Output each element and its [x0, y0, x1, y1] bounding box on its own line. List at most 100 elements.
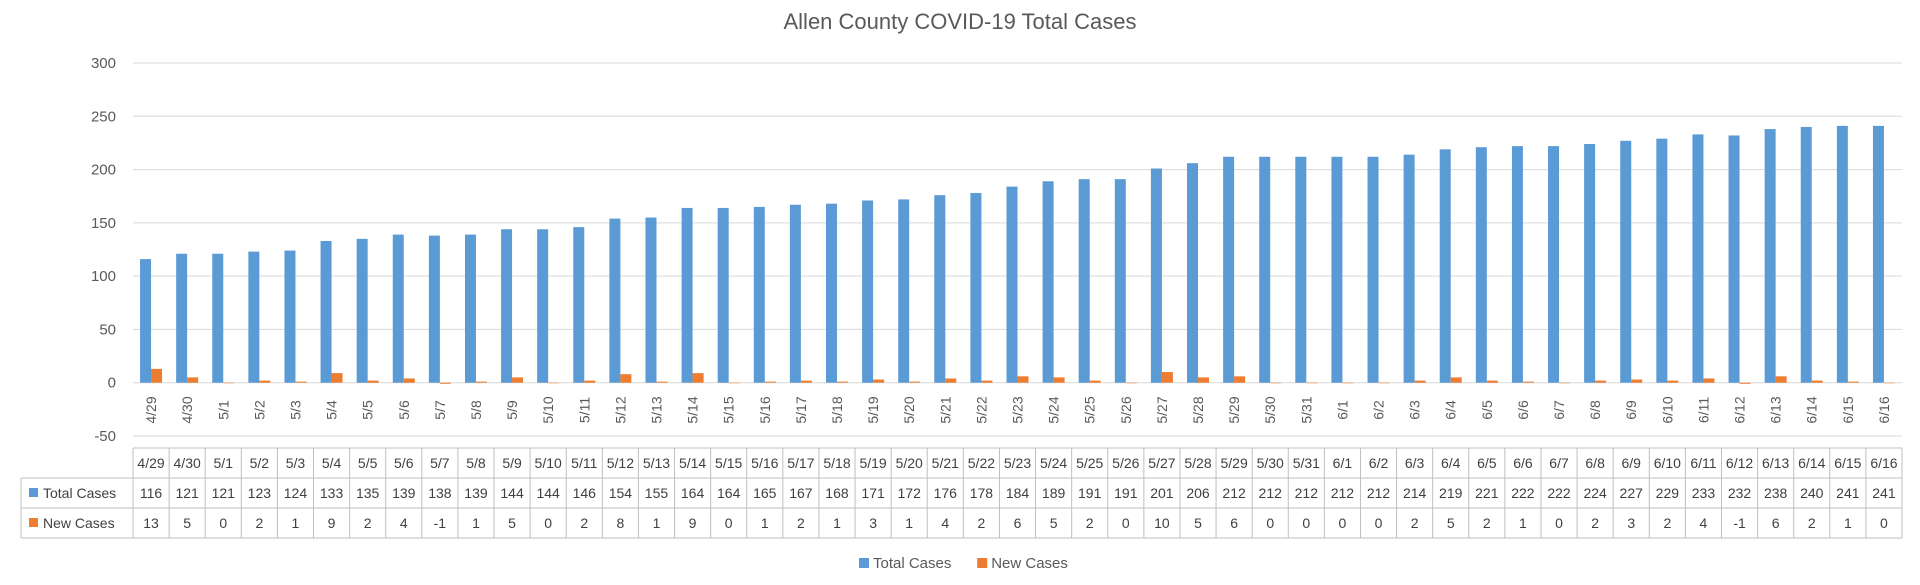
bar-new-cases: [1270, 382, 1282, 384]
bar-total-cases: [1042, 181, 1054, 383]
y-tick-label: 50: [99, 321, 116, 338]
table-header-cell: 5/23: [1004, 455, 1031, 471]
x-tick-label: 6/13: [1768, 396, 1784, 423]
table-cell-new-cases: 1: [1519, 515, 1527, 531]
table-cell-total-cases: 191: [1114, 485, 1138, 501]
x-tick-label: 6/11: [1695, 397, 1711, 423]
table-cell-total-cases: 176: [934, 485, 958, 501]
table-header-cell: 5/20: [896, 455, 923, 471]
bar-new-cases: [1631, 379, 1643, 383]
bar-new-cases: [1559, 382, 1571, 384]
bar-new-cases: [475, 381, 487, 383]
table-cell-total-cases: 212: [1367, 485, 1391, 501]
table-legend-key: [29, 488, 38, 497]
table-cell-new-cases: 2: [580, 515, 588, 531]
bar-total-cases: [645, 217, 657, 383]
table-header-cell: 6/13: [1762, 455, 1789, 471]
legend: Total Cases New Cases: [859, 555, 1068, 572]
table-cell-new-cases: 4: [1700, 515, 1708, 531]
table-header-cell: 5/19: [859, 455, 886, 471]
bar-new-cases: [1161, 372, 1173, 383]
x-tick-label: 5/11: [576, 397, 592, 423]
bar-new-cases: [1198, 377, 1210, 383]
bar-total-cases: [1511, 146, 1523, 383]
x-tick-label: 5/13: [648, 396, 664, 423]
bar-total-cases: [464, 234, 476, 383]
table-cell-total-cases: 164: [717, 485, 741, 501]
bar-new-cases: [1775, 376, 1787, 383]
table-header-cell: 5/2: [250, 455, 270, 471]
bar-total-cases: [248, 251, 260, 383]
bar-new-cases: [800, 380, 812, 383]
bar-new-cases: [1486, 380, 1498, 383]
bar-new-cases: [1053, 377, 1065, 383]
bar-new-cases: [836, 381, 848, 383]
bar-new-cases: [1522, 381, 1534, 383]
table-cell-new-cases: 9: [328, 515, 336, 531]
table-header-cell: 6/9: [1622, 455, 1642, 471]
bar-new-cases: [1414, 380, 1426, 383]
bar-total-cases: [1403, 154, 1415, 383]
x-tick-label: 6/10: [1659, 396, 1675, 423]
table-header-cell: 6/12: [1726, 455, 1753, 471]
table-cell-total-cases: 167: [789, 485, 813, 501]
bar-total-cases: [1331, 156, 1343, 383]
bar-total-cases: [212, 253, 224, 383]
bar-total-cases: [609, 218, 621, 383]
table-cell-new-cases: 9: [689, 515, 697, 531]
table-cell-new-cases: 13: [143, 515, 159, 531]
legend-swatch: [977, 558, 988, 568]
table-cell-total-cases: 146: [573, 485, 597, 501]
table-header-cell: 5/6: [394, 455, 414, 471]
bar-new-cases: [1342, 382, 1354, 384]
table-cell-total-cases: 232: [1728, 485, 1752, 501]
table-header-cell: 5/24: [1040, 455, 1067, 471]
table-cell-total-cases: 224: [1583, 485, 1607, 501]
table-cell-total-cases: 227: [1620, 485, 1644, 501]
table-cell-total-cases: 219: [1439, 485, 1463, 501]
table-header-cell: 5/9: [502, 455, 522, 471]
bar-new-cases: [259, 380, 271, 383]
bar-new-cases: [439, 382, 451, 384]
table-header-cell: 5/13: [643, 455, 670, 471]
bar-new-cases: [584, 380, 596, 383]
bar-new-cases: [1739, 382, 1751, 384]
x-tick-label: 5/16: [757, 396, 773, 423]
table-cell-total-cases: 222: [1511, 485, 1535, 501]
bar-total-cases: [1836, 125, 1848, 383]
bar-total-cases: [573, 227, 585, 383]
bar-new-cases: [620, 374, 632, 383]
table-cell-new-cases: 1: [761, 515, 769, 531]
chart-title: Allen County COVID-19 Total Cases: [784, 9, 1137, 34]
x-tick-label: 5/14: [685, 396, 701, 423]
table-header-cell: 4/30: [174, 455, 201, 471]
x-tick-label: 5/31: [1298, 396, 1314, 423]
table-cell-new-cases: 0: [1375, 515, 1383, 531]
x-tick-label: 6/14: [1804, 396, 1820, 423]
bar-total-cases: [1620, 140, 1632, 383]
table-cell-total-cases: 206: [1186, 485, 1210, 501]
table-header-cell: 5/5: [358, 455, 378, 471]
bar-new-cases: [873, 379, 885, 383]
bar-new-cases: [548, 382, 560, 384]
table-cell-new-cases: 0: [1555, 515, 1563, 531]
table-header-cell: 6/8: [1585, 455, 1605, 471]
table-cell-new-cases: 5: [1447, 515, 1455, 531]
bar-total-cases: [862, 200, 874, 383]
bar-new-cases: [295, 381, 307, 383]
x-tick-label: 5/6: [396, 400, 412, 420]
table-cell-new-cases: 3: [869, 515, 877, 531]
table-header-cell: 5/17: [787, 455, 814, 471]
table-cell-new-cases: 0: [1302, 515, 1310, 531]
table-cell-new-cases: 2: [977, 515, 985, 531]
bar-new-cases: [656, 381, 668, 383]
table-cell-total-cases: 191: [1078, 485, 1102, 501]
table-header-cell: 5/10: [535, 455, 562, 471]
table-cell-total-cases: 171: [861, 485, 885, 501]
x-tick-label: 6/7: [1551, 400, 1567, 420]
table-header-cell: 5/30: [1257, 455, 1284, 471]
table-cell-new-cases: -1: [1733, 515, 1746, 531]
table-cell-total-cases: 133: [320, 485, 344, 501]
table-cell-total-cases: 212: [1259, 485, 1283, 501]
